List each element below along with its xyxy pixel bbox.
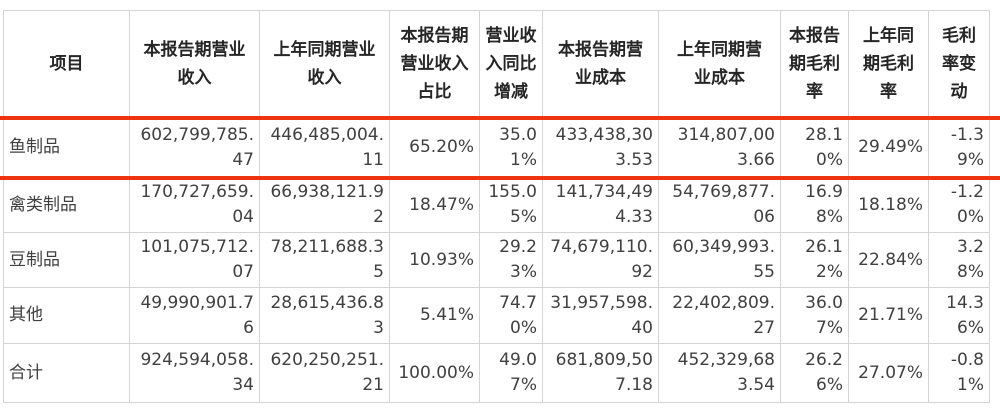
column-header-item: 项目 <box>3 10 130 118</box>
data-cell: 49.07% <box>479 343 543 403</box>
data-cell: 18.47% <box>389 177 480 233</box>
data-cell: -1.39% <box>928 117 990 178</box>
data-cell: 155.05% <box>479 177 543 233</box>
data-cell: 433,438,303.53 <box>542 117 659 178</box>
data-cell: 74.70% <box>479 287 543 344</box>
data-cell: 170,727,659.04 <box>129 177 260 233</box>
column-header-current-cost: 本报告期营 业成本 <box>542 10 659 118</box>
data-cell: 681,809,507.18 <box>542 343 659 403</box>
data-cell: 54,769,877.06 <box>658 177 781 233</box>
data-cell: 60,349,993.55 <box>658 232 781 288</box>
data-cell: 16.98% <box>780 177 849 233</box>
table-row-poultry-products: 禽类制品 170,727,659.04 66,938,121.92 18.47%… <box>3 177 990 233</box>
column-header-current-margin: 本报告 期毛利 率 <box>780 10 849 118</box>
data-cell: 446,485,004.11 <box>259 117 390 178</box>
data-cell: 66,938,121.92 <box>259 177 390 233</box>
data-cell: 28.10% <box>780 117 849 178</box>
data-cell: 28,615,436.83 <box>259 287 390 344</box>
column-header-prior-revenue: 上年同期营业 收入 <box>259 10 390 118</box>
column-header-margin-change: 毛利 率变 动 <box>928 10 990 118</box>
revenue-cost-margin-table: 项目 本报告期营业 收入 上年同期营业 收入 本报告期 营业收入 占比 营业收 … <box>3 10 990 403</box>
data-cell: 5.41% <box>389 287 480 344</box>
header-row: 项目 本报告期营业 收入 上年同期营业 收入 本报告期 营业收入 占比 营业收 … <box>3 10 990 118</box>
data-cell: 10.93% <box>389 232 480 288</box>
row-label: 鱼制品 <box>3 117 130 178</box>
table-row-fish-products: 鱼制品 602,799,785.47 446,485,004.11 65.20%… <box>3 117 990 178</box>
data-cell: 49,990,901.76 <box>129 287 260 344</box>
column-header-current-revenue: 本报告期营业 收入 <box>129 10 260 118</box>
data-cell: 26.12% <box>780 232 849 288</box>
column-header-revenue-share: 本报告期 营业收入 占比 <box>389 10 480 118</box>
column-header-prior-cost: 上年同期营 业成本 <box>658 10 781 118</box>
data-cell: 21.71% <box>848 287 929 344</box>
data-cell: 65.20% <box>389 117 480 178</box>
data-cell: 602,799,785.47 <box>129 117 260 178</box>
data-cell: 29.49% <box>848 117 929 178</box>
data-cell: 3.28% <box>928 232 990 288</box>
data-cell: 74,679,110.92 <box>542 232 659 288</box>
data-cell: 18.18% <box>848 177 929 233</box>
data-cell: 36.07% <box>780 287 849 344</box>
data-cell: 620,250,251.21 <box>259 343 390 403</box>
data-cell: 29.23% <box>479 232 543 288</box>
data-cell: 141,734,494.33 <box>542 177 659 233</box>
data-cell: 22,402,809.27 <box>658 287 781 344</box>
data-cell: 26.26% <box>780 343 849 403</box>
data-cell: 35.01% <box>479 117 543 178</box>
column-header-prior-margin: 上年同 期毛利 率 <box>848 10 929 118</box>
column-header-revenue-yoy-change: 营业收 入同比 增减 <box>479 10 543 118</box>
row-label: 合计 <box>3 343 130 403</box>
data-cell: 101,075,712.07 <box>129 232 260 288</box>
data-cell: 27.07% <box>848 343 929 403</box>
data-cell: 14.36% <box>928 287 990 344</box>
data-cell: 452,329,683.54 <box>658 343 781 403</box>
data-cell: 78,211,688.35 <box>259 232 390 288</box>
row-label: 禽类制品 <box>3 177 130 233</box>
row-label: 豆制品 <box>3 232 130 288</box>
table-row-bean-products: 豆制品 101,075,712.07 78,211,688.35 10.93% … <box>3 232 990 288</box>
data-cell: 924,594,058.34 <box>129 343 260 403</box>
data-cell: -0.81% <box>928 343 990 403</box>
data-cell: 31,957,598.40 <box>542 287 659 344</box>
data-cell: 314,807,003.66 <box>658 117 781 178</box>
data-cell: 100.00% <box>389 343 480 403</box>
table-row-other: 其他 49,990,901.76 28,615,436.83 5.41% 74.… <box>3 287 990 344</box>
data-cell: 22.84% <box>848 232 929 288</box>
row-label: 其他 <box>3 287 130 344</box>
data-cell: -1.20% <box>928 177 990 233</box>
table-row-total: 合计 924,594,058.34 620,250,251.21 100.00%… <box>3 343 990 403</box>
